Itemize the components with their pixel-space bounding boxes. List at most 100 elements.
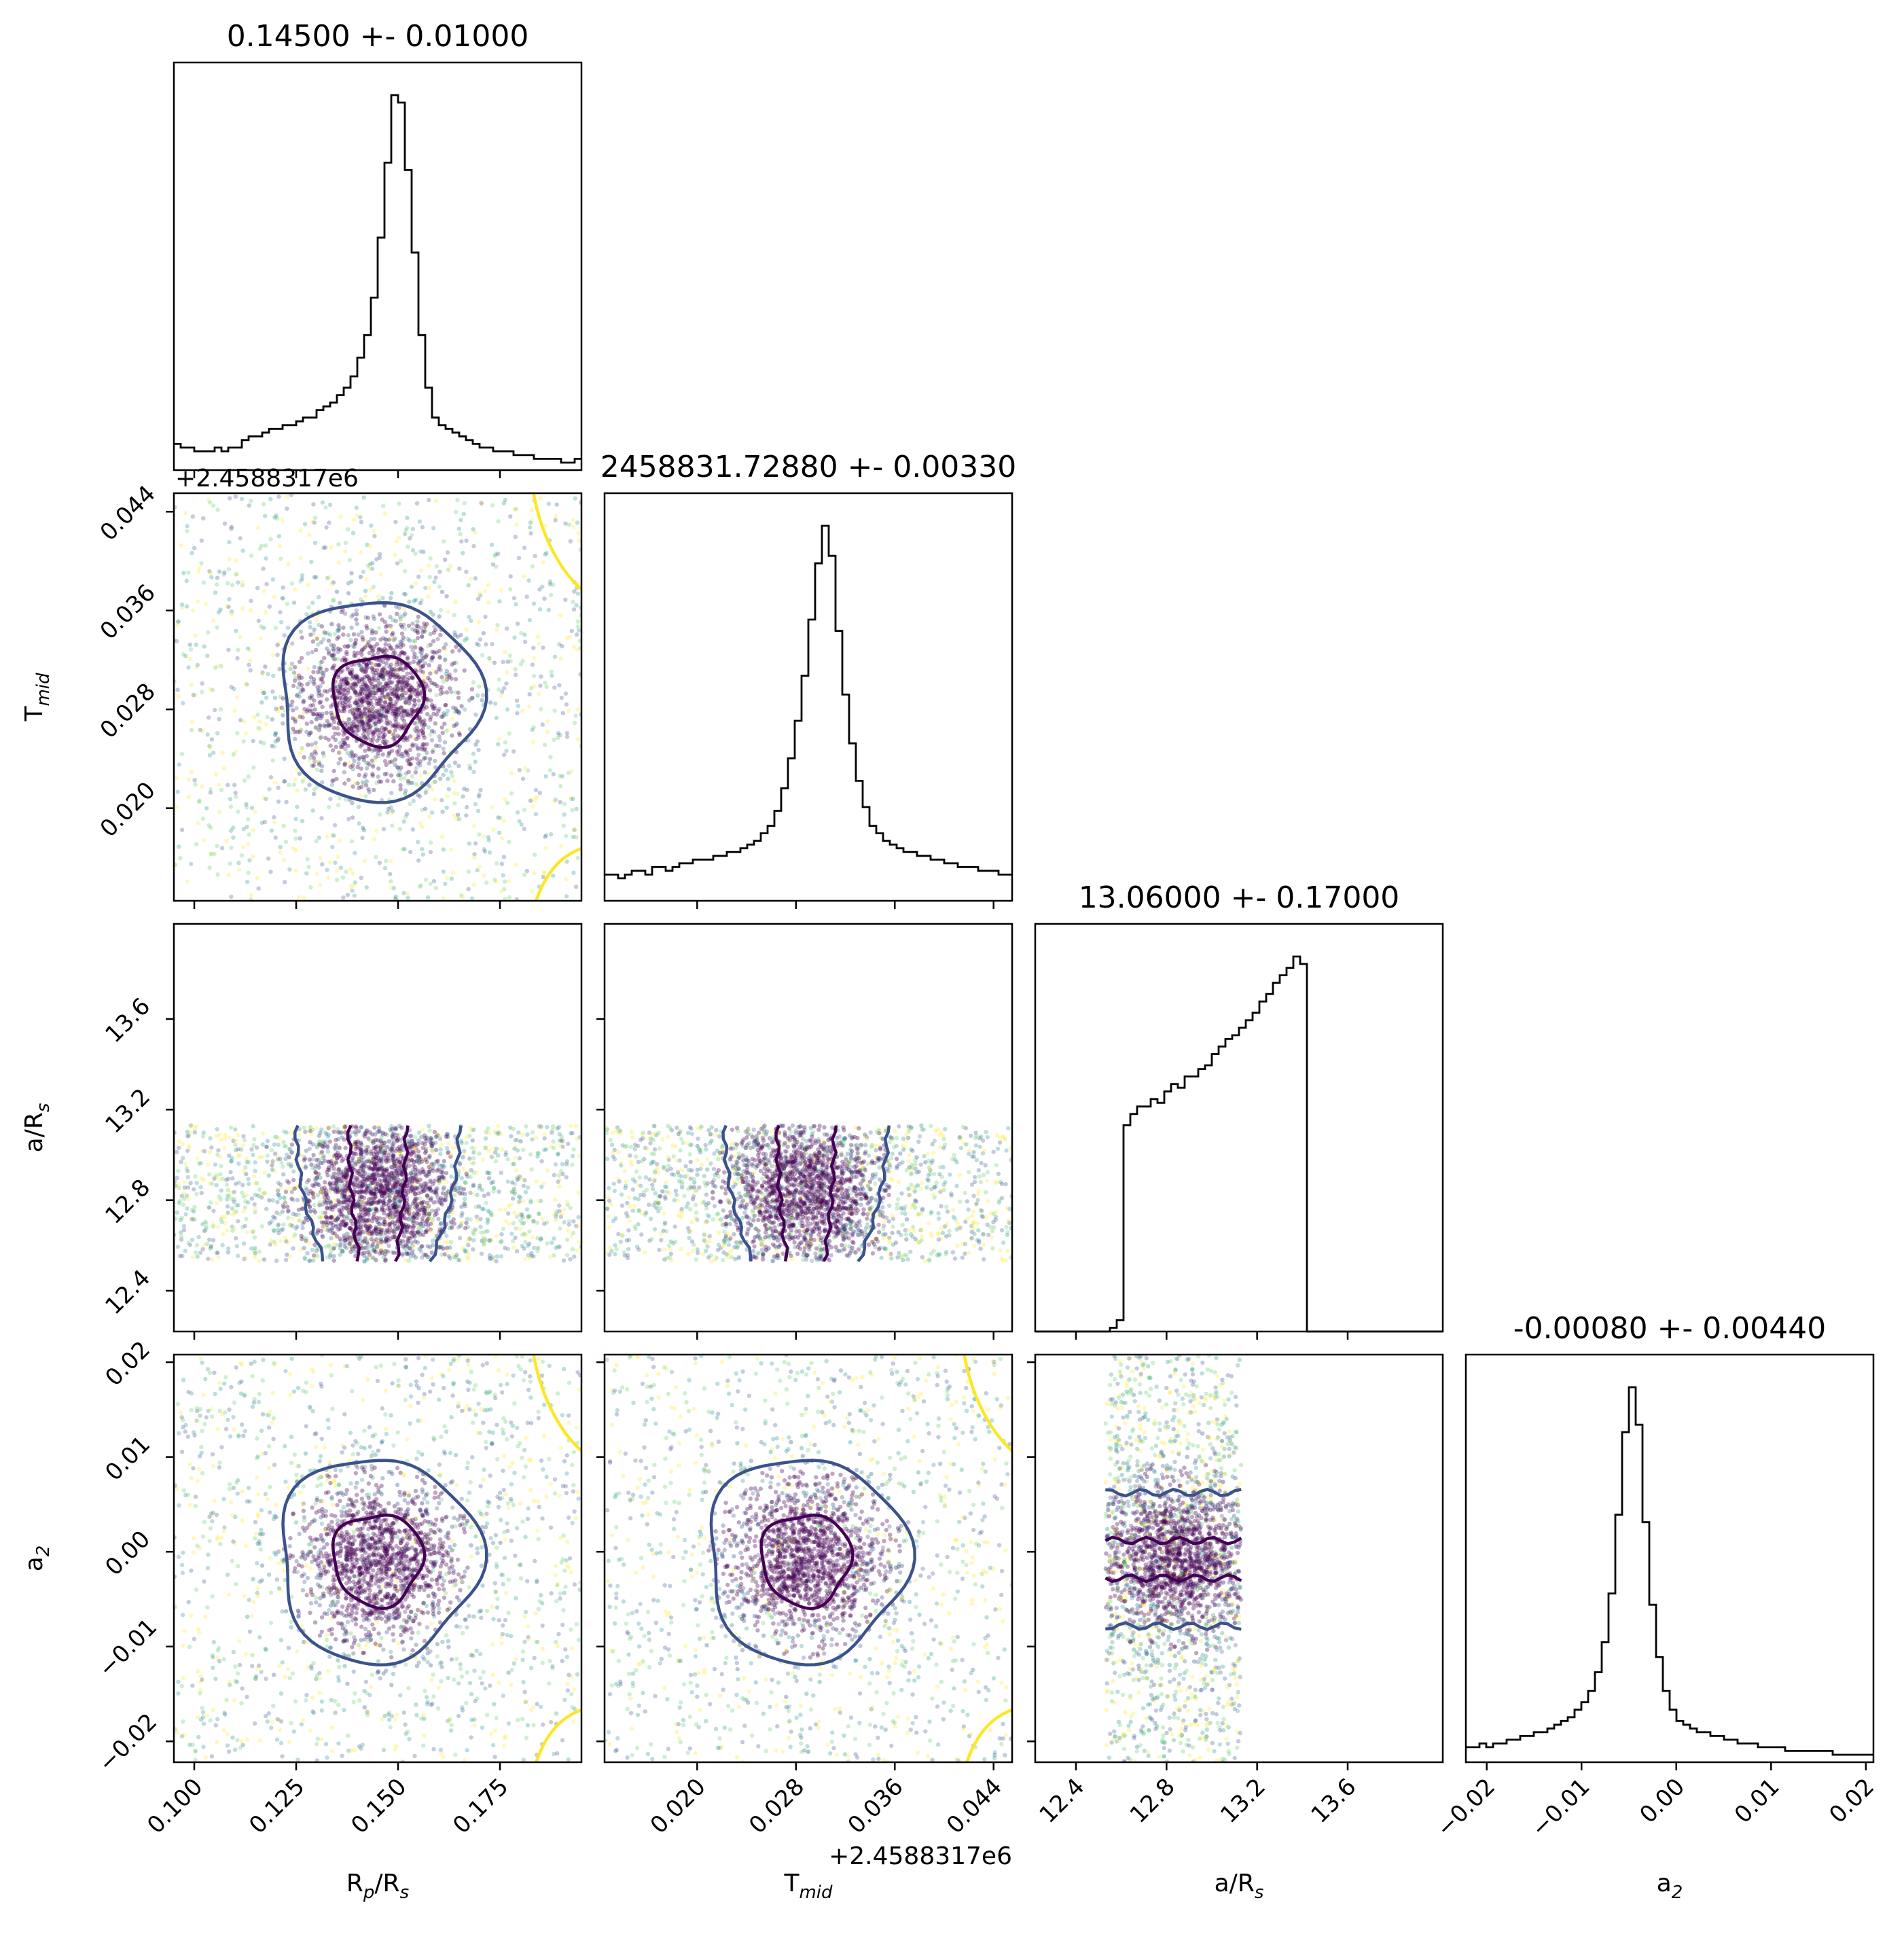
scatter-point: [318, 699, 323, 704]
scatter-point: [336, 1199, 342, 1204]
scatter-point: [411, 735, 416, 740]
scatter-point: [429, 698, 433, 703]
scatter-point: [537, 1211, 541, 1216]
scatter-point: [394, 709, 399, 714]
scatter-point: [303, 1164, 308, 1169]
scatter-point: [484, 1130, 488, 1135]
scatter-point: [264, 1144, 269, 1149]
scatter-point: [230, 1206, 235, 1211]
scatter-point: [514, 602, 518, 607]
scatter-point: [434, 1190, 439, 1194]
scatter-point: [385, 670, 390, 675]
scatter-point: [342, 658, 348, 664]
scatter-point: [418, 646, 423, 651]
scatter-point: [338, 1211, 343, 1217]
scatter-point: [377, 712, 382, 717]
scatter-point: [321, 630, 327, 635]
scatter-point: [369, 1230, 374, 1235]
scatter-point: [209, 575, 214, 579]
scatter-point: [414, 782, 419, 787]
scatter-point: [448, 1219, 453, 1224]
scatter-point: [389, 1209, 393, 1213]
scatter-point: [358, 1148, 363, 1153]
scatter-point: [347, 717, 352, 722]
scatter-point: [334, 1152, 339, 1158]
scatter-point: [382, 759, 388, 764]
scatter-point: [296, 1212, 302, 1217]
scatter-point: [181, 651, 186, 657]
scatter-point: [308, 1128, 313, 1134]
scatter-point: [331, 599, 336, 603]
scatter-point: [378, 697, 383, 702]
scatter-point: [365, 1240, 370, 1245]
scatter-point: [431, 1217, 435, 1222]
scatter-point: [306, 743, 310, 747]
scatter-point: [399, 666, 404, 671]
scatter-point: [387, 1198, 392, 1204]
scatter-point: [351, 884, 356, 889]
scatter-point: [219, 1215, 224, 1219]
scatter-point: [403, 683, 409, 688]
scatter-point: [193, 782, 198, 787]
scatter-point: [392, 724, 397, 729]
scatter-point: [389, 1165, 394, 1170]
scatter-point: [412, 1147, 416, 1151]
scatter-point: [289, 1149, 294, 1154]
scatter-point: [363, 687, 368, 693]
scatter-point: [374, 828, 379, 834]
scatter-point: [338, 1252, 342, 1257]
scatter-point: [461, 1187, 467, 1192]
scatter-point: [307, 1204, 312, 1209]
scatter-point: [470, 1138, 475, 1143]
scatter-point: [391, 1158, 395, 1163]
scatter-point: [431, 1161, 435, 1166]
scatter-point: [360, 699, 365, 704]
scatter-point: [337, 691, 342, 696]
scatter-point: [266, 1173, 271, 1178]
scatter-point: [453, 706, 458, 711]
scatter-point: [416, 1130, 422, 1135]
scatter-point: [249, 599, 253, 603]
scatter-point: [350, 1247, 355, 1251]
scatter-point: [389, 810, 394, 816]
scatter-point: [366, 1207, 372, 1212]
scatter-point: [361, 735, 367, 740]
scatter-point: [276, 534, 282, 539]
scatter-point: [406, 1238, 410, 1243]
scatter-point: [416, 1154, 422, 1159]
scatter-point: [313, 1181, 318, 1187]
scatter-point: [307, 620, 312, 625]
scatter-point: [393, 685, 398, 690]
scatter-point: [257, 1249, 262, 1254]
scatter-point: [374, 557, 379, 562]
scatter-point: [319, 624, 325, 629]
scatter-point: [440, 1171, 445, 1175]
scatter-point: [319, 764, 325, 769]
scatter-point: [365, 643, 370, 649]
scatter-point: [405, 681, 410, 687]
scatter-point: [539, 1236, 543, 1241]
scatter-point: [320, 1139, 325, 1143]
scatter-point: [304, 709, 309, 714]
scatter-point: [438, 687, 443, 692]
scatter-point: [438, 1221, 443, 1227]
scatter-point: [321, 1189, 327, 1194]
scatter-point: [362, 1208, 367, 1213]
scatter-point: [318, 716, 323, 721]
scatter-point: [290, 699, 295, 704]
scatter-point: [427, 1164, 431, 1170]
scatter-point: [408, 695, 413, 700]
scatter-point: [372, 637, 377, 641]
scatter-point: [458, 1185, 463, 1190]
scatter-point: [395, 643, 400, 648]
scatter-point: [374, 1225, 378, 1230]
scatter-point: [177, 1198, 183, 1203]
scatter-point: [341, 1218, 346, 1223]
scatter-point: [268, 497, 273, 501]
scatter-point: [187, 656, 193, 661]
scatter-point: [384, 1181, 389, 1186]
scatter-point: [392, 1161, 397, 1166]
scatter-point: [336, 628, 341, 633]
scatter-point: [374, 1245, 380, 1250]
scatter-point: [317, 713, 323, 719]
